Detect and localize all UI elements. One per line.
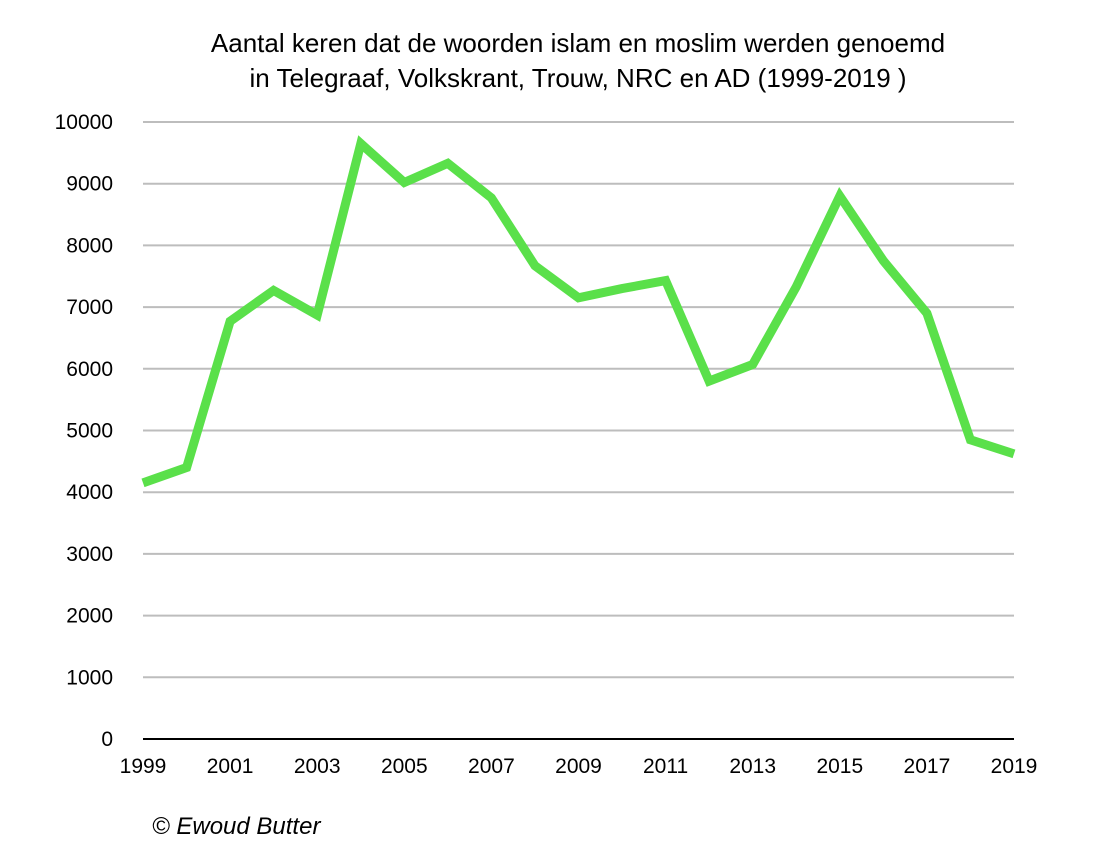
series-group <box>141 135 1016 488</box>
x-tick-label-2001: 2001 <box>207 755 254 778</box>
y-tick-label-7000: 7000 <box>66 296 113 319</box>
y-tick-label-4000: 4000 <box>66 481 113 504</box>
y-tick-label-5000: 5000 <box>66 420 113 443</box>
x-tick-label-2015: 2015 <box>816 755 863 778</box>
x-tick-label-2007: 2007 <box>468 755 515 778</box>
x-tick-label-2005: 2005 <box>381 755 428 778</box>
x-tick-label-1999: 1999 <box>120 755 167 778</box>
credit-text: © Ewoud Butter <box>152 813 321 840</box>
y-axis-tick-labels: 0 1000 2000 3000 4000 5000 6000 7000 8000 9000 100… <box>55 111 113 751</box>
y-tick-label-8000: 8000 <box>66 234 113 257</box>
x-tick-label-2003: 2003 <box>294 755 341 778</box>
chart-title-line-1: Aantal keren dat de woorden islam en mos… <box>211 28 945 58</box>
gridlines <box>143 121 1014 740</box>
y-tick-label-1000: 1000 <box>66 666 113 689</box>
y-tick-label-10000: 10000 <box>55 111 113 134</box>
x-tick-label-2009: 2009 <box>555 755 602 778</box>
y-tick-label-3000: 3000 <box>66 543 113 566</box>
x-axis-tick-labels: 1999 2001 2003 2005 2007 2009 2011 2013 2015 2017… <box>120 755 1038 778</box>
y-tick-label-0: 0 <box>101 728 113 751</box>
x-tick-label-2019: 2019 <box>991 755 1038 778</box>
x-tick-label-2017: 2017 <box>904 755 951 778</box>
y-tick-label-6000: 6000 <box>66 358 113 381</box>
series-line-0 <box>141 135 1016 488</box>
y-tick-label-9000: 9000 <box>66 173 113 196</box>
x-tick-label-2011: 2011 <box>643 755 688 778</box>
chart-title-line-2: in Telegraaf, Volkskrant, Trouw, NRC en … <box>249 63 906 93</box>
y-tick-label-2000: 2000 <box>66 605 113 628</box>
x-tick-label-2013: 2013 <box>729 755 776 778</box>
